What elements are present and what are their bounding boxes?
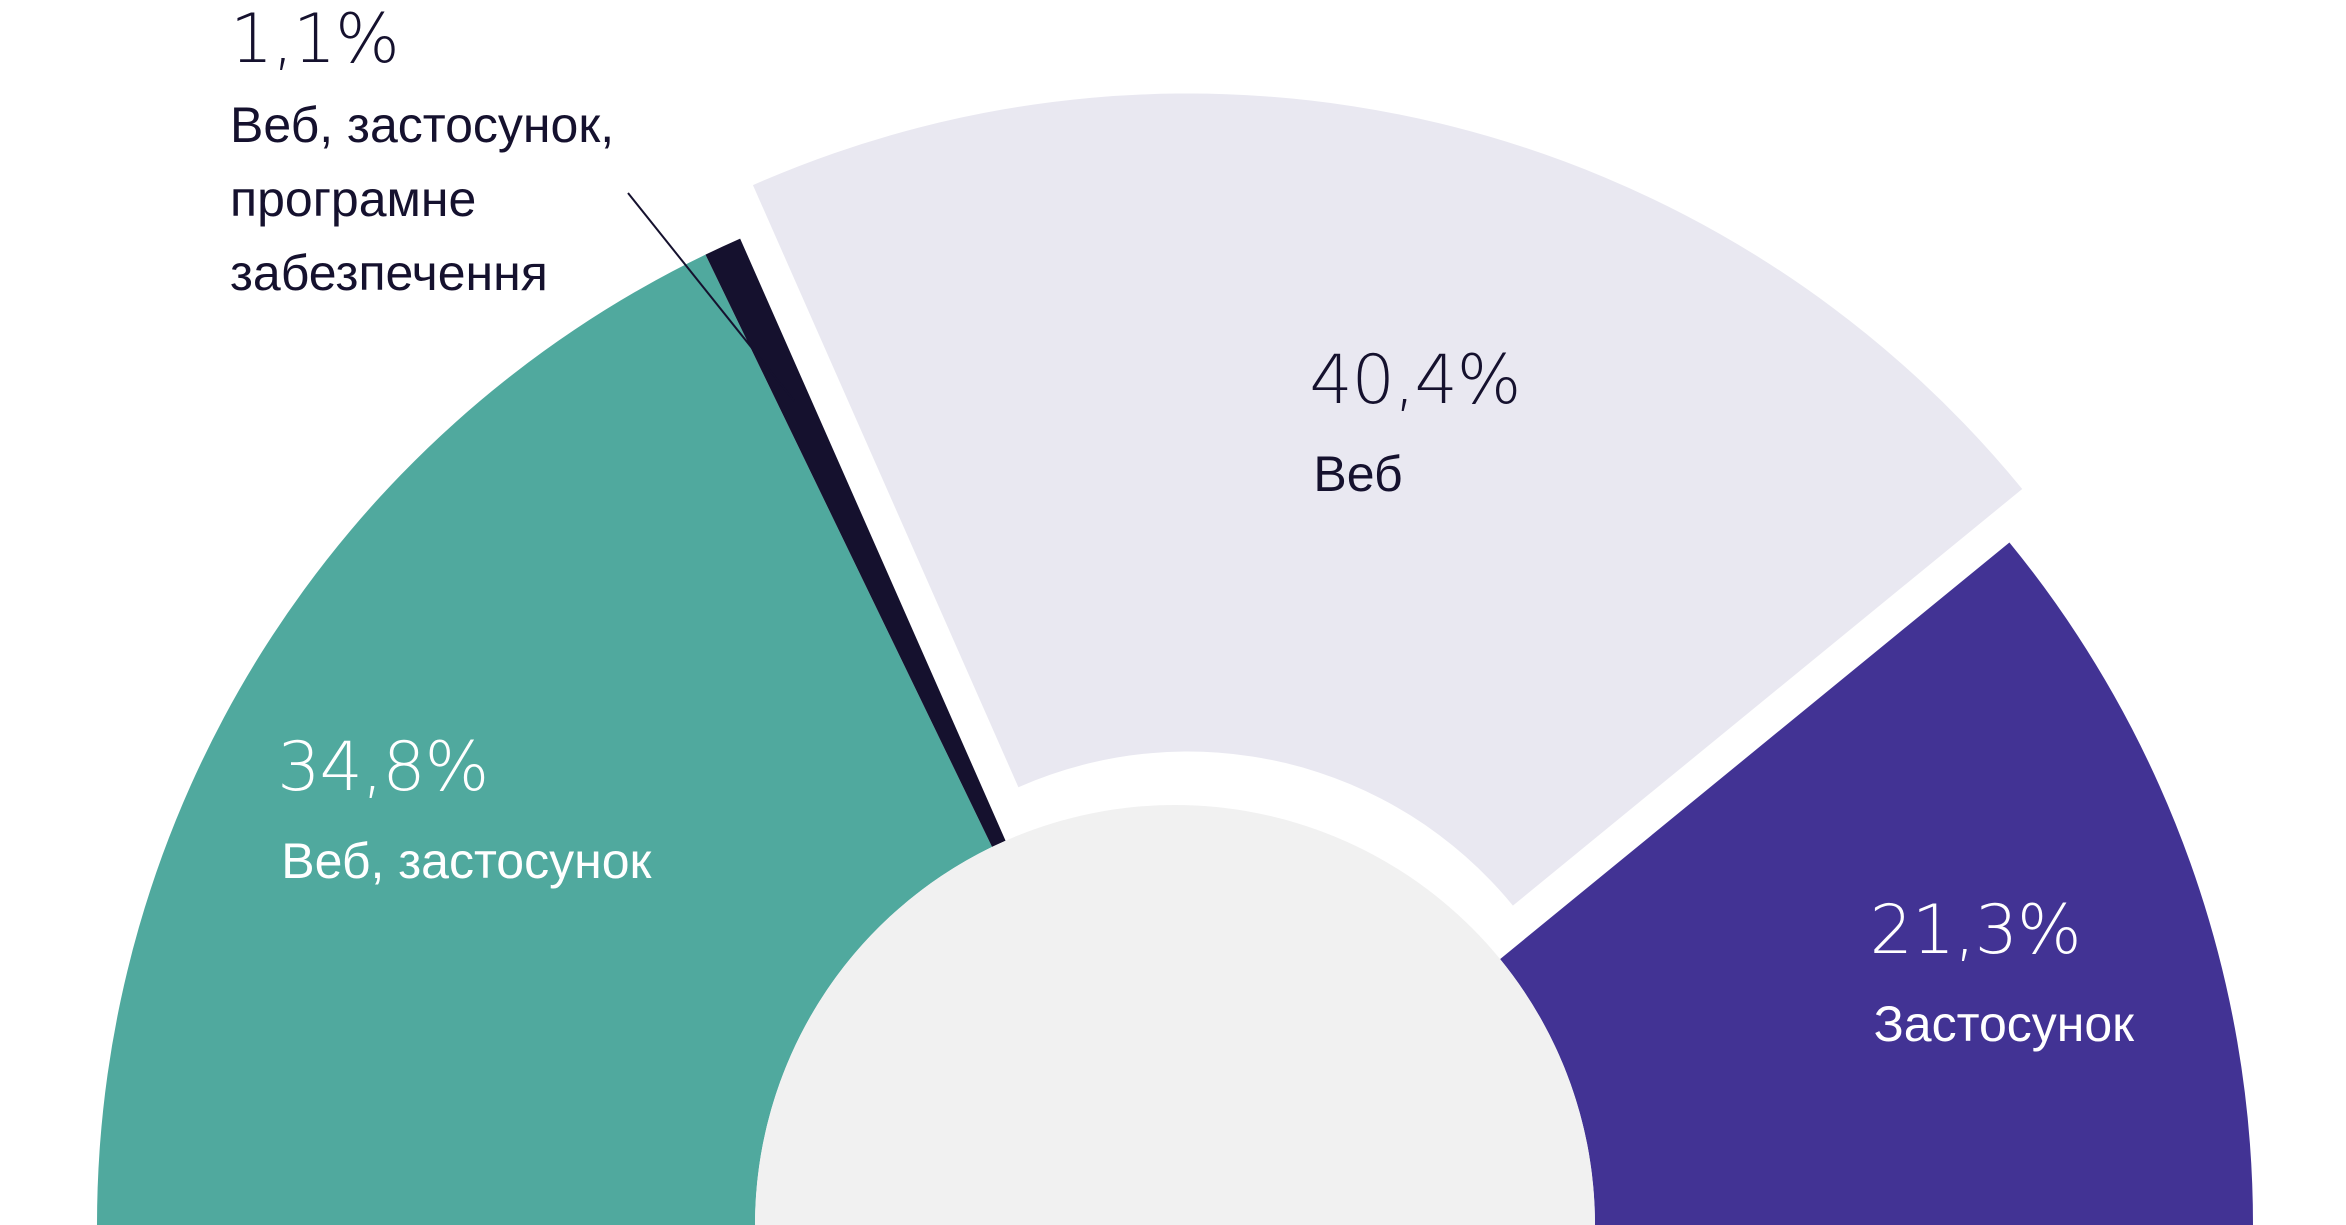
pie-slice — [97, 254, 993, 1225]
pie-slice — [1500, 542, 2253, 1225]
pie-slice — [705, 238, 1006, 847]
slice-value-label: 34,8% — [277, 728, 488, 807]
slice-value-label: 21,3% — [1870, 891, 2081, 970]
pie-slice — [752, 93, 2023, 906]
chart-labels: 34,8% Веб, застосунок 1,1% Веб, застосунок,… — [230, 0, 2135, 1052]
slice-category-label: Застосунок — [1874, 996, 2136, 1052]
slice-category-label: забезпечення — [230, 245, 548, 301]
slice-category-label: програмне — [230, 171, 476, 227]
slice-category-label: Веб — [1313, 446, 1402, 502]
slice-value-label: 1,1% — [230, 0, 399, 79]
leader-line — [627, 192, 795, 402]
slice-category-label: Веб, застосунок, — [230, 97, 614, 153]
chart-slices — [97, 93, 2253, 1225]
slice-category-label: Веб, застосунок — [281, 833, 652, 889]
inner-hole — [755, 805, 1595, 1225]
slice-value-label: 40,4% — [1309, 341, 1520, 420]
